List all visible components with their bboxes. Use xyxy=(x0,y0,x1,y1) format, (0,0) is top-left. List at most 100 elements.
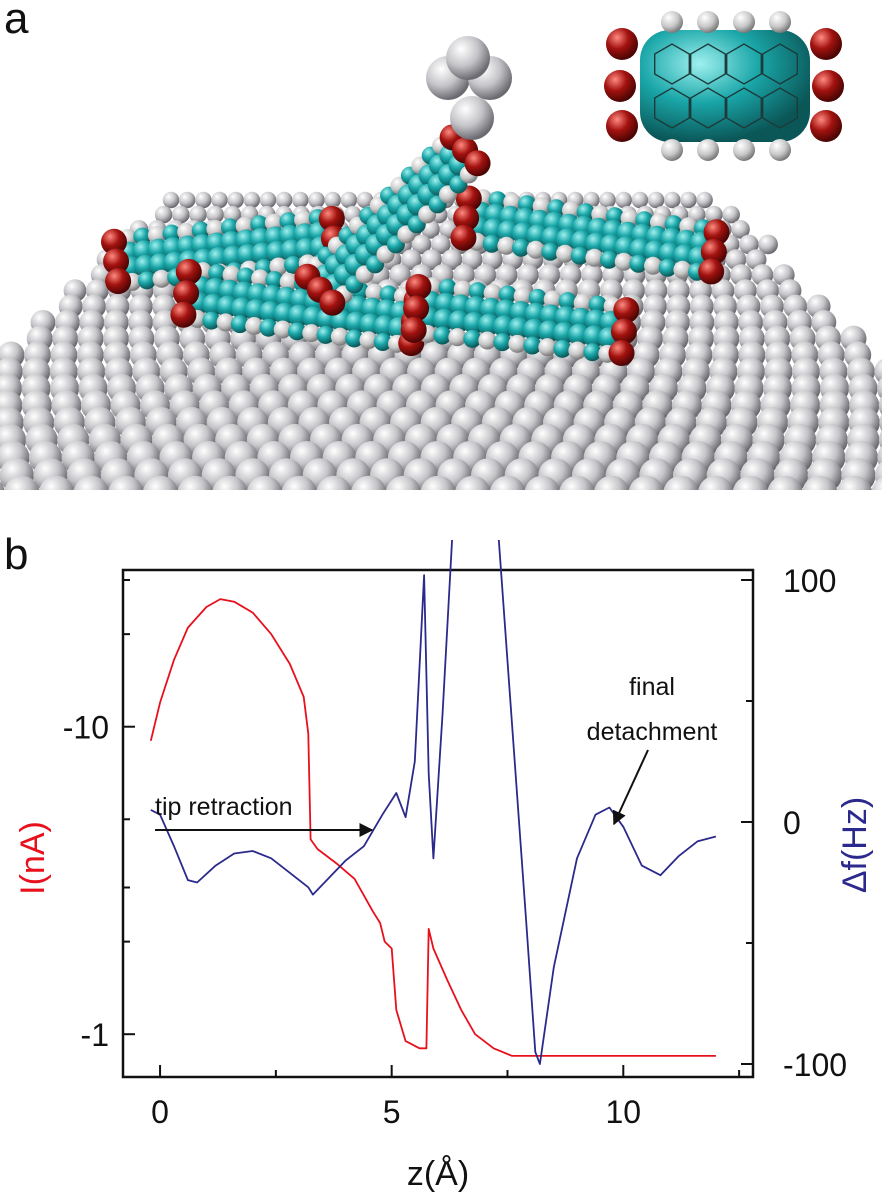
carbon-atom xyxy=(528,288,547,307)
hydrogen-atom xyxy=(573,293,592,312)
oxygen-atom xyxy=(170,301,197,328)
carbon-atom xyxy=(553,339,572,358)
carbon-atom xyxy=(137,271,156,290)
silver-atom xyxy=(758,234,778,255)
carbon-atom xyxy=(588,295,607,314)
silver-atom xyxy=(732,475,768,490)
x-tick-label: 5 xyxy=(383,1094,401,1130)
silver-atom xyxy=(316,475,352,490)
carbon-atom xyxy=(558,292,577,311)
oxygen-atom xyxy=(400,316,427,343)
inset-hydrogen-atom xyxy=(769,11,791,33)
final-detachment-arrow xyxy=(612,749,649,826)
plot-border xyxy=(121,568,755,1079)
inset-oxygen-atom xyxy=(606,28,638,60)
inset-carbon-core xyxy=(640,30,810,142)
silver-atom xyxy=(664,191,681,209)
silver-atom xyxy=(189,205,207,224)
silver-atom xyxy=(73,475,109,490)
tip-atoms xyxy=(426,36,512,140)
silver-atom xyxy=(680,191,697,209)
oxygen-atom xyxy=(464,150,491,177)
silver-atom xyxy=(292,191,309,209)
silver-atom xyxy=(324,191,341,209)
silver-atom xyxy=(356,191,374,209)
hydrogen-atom xyxy=(526,240,545,259)
annotation-detachment: detachment xyxy=(587,718,718,746)
hydrogen-atom xyxy=(273,320,292,339)
axis-ticks: 0 5 10 -10 -1 -100 0 100 xyxy=(63,563,847,1130)
inset-oxygen-atom xyxy=(810,28,842,60)
silver-atom xyxy=(722,205,740,224)
carbon-atom xyxy=(523,336,542,355)
silver-atom xyxy=(663,475,699,490)
carbon-atom xyxy=(629,254,648,273)
carbon-atom xyxy=(583,343,602,362)
oxygen-atom xyxy=(319,289,346,316)
oxygen-atom xyxy=(103,248,130,275)
carbon-atom xyxy=(493,333,512,352)
inset-hydrogen-atom xyxy=(661,11,683,33)
carbon-atom xyxy=(658,258,677,277)
carbon-atom xyxy=(570,246,589,265)
silver-atom xyxy=(628,475,664,490)
silver-atom xyxy=(177,475,213,490)
inset-ring-bond xyxy=(762,87,798,129)
molecule-inset xyxy=(604,11,844,161)
oxygen-atom xyxy=(453,205,480,232)
annotation-tip-retraction: tip retraction xyxy=(155,793,293,821)
silver-atom xyxy=(411,234,432,255)
carbon-atom xyxy=(316,325,335,344)
hydrogen-atom xyxy=(543,290,562,309)
inset-hydrogen-atom xyxy=(733,11,755,33)
hydrogen-atom xyxy=(483,283,502,302)
silver-atom xyxy=(878,395,882,415)
hydrogen-atom xyxy=(359,331,378,350)
silver-atom xyxy=(400,249,422,270)
axis-text: z(Å) I(nA) Δf(Hz) tip retraction final d… xyxy=(14,673,874,1193)
silver-atom xyxy=(259,191,277,209)
frequency-shift-line xyxy=(150,540,717,1065)
silver-atom xyxy=(524,475,560,490)
silver-atom xyxy=(615,191,633,209)
silver-atom xyxy=(195,191,212,209)
hydrogen-atom xyxy=(568,341,587,360)
silver-atom xyxy=(211,191,228,209)
oxygen-atom xyxy=(450,224,477,251)
oxygen-atom xyxy=(101,228,128,255)
silver-atom xyxy=(4,475,40,490)
oxygen-atom xyxy=(613,297,640,324)
y-left-tick-label: -10 xyxy=(63,710,109,746)
retraction-chart: 0 5 10 -10 -1 -100 0 100 z(Å) I(nA) Δf(Hz) tip … xyxy=(14,540,874,1193)
inset-oxygen-atom xyxy=(812,70,844,102)
panel-label-a: a xyxy=(4,0,29,43)
silver-atom xyxy=(874,359,882,385)
silver-atom xyxy=(0,481,5,490)
silver-atom xyxy=(705,205,723,224)
inset-oxygen-atom xyxy=(604,70,636,102)
oxygen-atom xyxy=(403,295,430,322)
y-axis-label-right: Δf(Hz) xyxy=(836,797,874,893)
carbon-atom xyxy=(373,333,392,352)
silver-atom xyxy=(39,475,74,490)
tip-silver-atom xyxy=(450,96,494,140)
hydrogen-atom xyxy=(216,313,235,332)
silver-atom xyxy=(386,475,421,490)
oxygen-atom xyxy=(175,258,202,285)
inset-ring-bond xyxy=(654,43,690,85)
inset-ring-bond xyxy=(690,87,726,129)
hydrogen-atom xyxy=(302,324,321,343)
silver-atom xyxy=(340,191,358,209)
hydrogen-atom xyxy=(279,272,298,291)
carbon-atom xyxy=(230,315,249,334)
hydrogen-atom xyxy=(513,287,532,306)
carbon-atom xyxy=(288,322,307,341)
molecular-model-figure xyxy=(0,11,882,490)
silver-atom xyxy=(178,191,196,209)
silver-atom xyxy=(698,475,733,490)
silver-atom xyxy=(420,475,456,490)
carbon-atom xyxy=(208,263,227,282)
silver-atom xyxy=(441,249,463,270)
silver-atom xyxy=(871,477,882,490)
hydrogen-atom xyxy=(251,269,270,288)
